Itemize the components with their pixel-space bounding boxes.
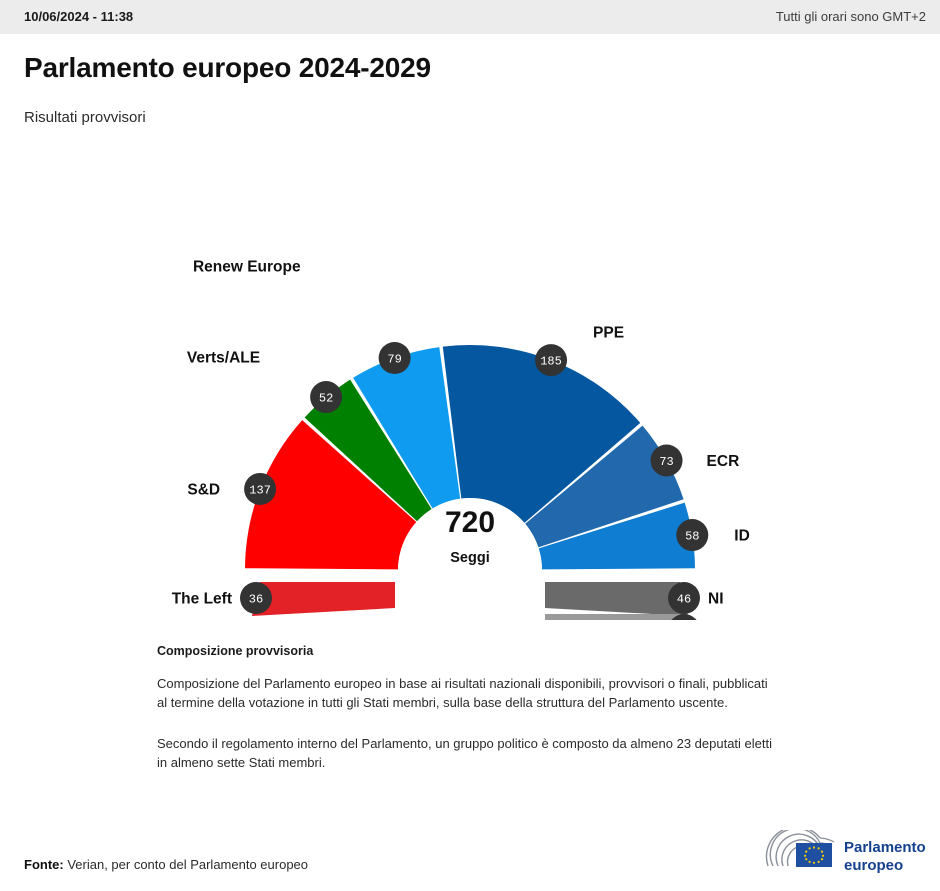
total-seats-number: 720 (445, 506, 495, 539)
segment-callout[interactable]: 54Altri (668, 614, 739, 620)
segment-name-label: Verts/ALE (187, 350, 260, 367)
chart-hub (398, 498, 542, 570)
page-subtitle: Risultati provvisori (24, 109, 146, 126)
chart-segment[interactable] (245, 420, 417, 570)
seat-count-badge (668, 582, 700, 614)
chart-segment[interactable] (353, 347, 461, 509)
chart-segment[interactable] (545, 614, 688, 620)
notes-heading: Composizione provvisoria (157, 644, 314, 658)
chart-segment[interactable] (252, 582, 395, 616)
segment-name-label: PPE (593, 325, 624, 342)
segment-name-label: S&D (187, 481, 220, 498)
seat-count-badge (240, 582, 272, 614)
source-label: Fonte: (24, 857, 64, 872)
notes-paragraph-1: Composizione del Parlamento europeo in b… (157, 676, 768, 710)
seat-count-value: 137 (249, 483, 271, 497)
hemicycle-chart: 36 The Left 137 S&D 52 Verts/ALE 79 Renew Europ… (0, 170, 940, 620)
notes-paragraph-2: Secondo il regolamento interno del Parla… (157, 736, 773, 770)
chart-segment[interactable] (304, 379, 432, 522)
segment-name-label: Renew Europe (193, 259, 301, 276)
chart-segment[interactable] (538, 502, 695, 570)
seat-count-value: 58 (685, 530, 699, 544)
logo-line-1: Parlamento (844, 839, 926, 856)
page-title: Parlamento europeo 2024-2029 (24, 52, 431, 83)
segment-name-label: ID (734, 528, 750, 545)
eu-stars-icon (804, 846, 825, 864)
seat-count-value: 46 (677, 593, 691, 607)
hemicycle-labels: 36 The Left 137 S&D 52 Verts/ALE 79 Renew Europ… (172, 259, 750, 620)
segment-callout[interactable]: 185 PPE (535, 325, 624, 377)
seat-count-badge (650, 444, 683, 477)
timezone-label: Tutti gli orari sono GMT+2 (775, 9, 926, 24)
seat-count-value: 185 (540, 355, 562, 369)
seat-count-value: 79 (387, 353, 401, 367)
seat-count-badge (676, 519, 709, 552)
segment-callout[interactable]: 79 Renew Europe (193, 259, 411, 375)
logo-line-2: europeo (844, 857, 903, 874)
segment-name-label: ECR (707, 453, 740, 470)
seat-count-badge (378, 342, 411, 375)
segment-callout[interactable]: 36 The Left (172, 582, 272, 614)
source-line: Fonte: Verian, per conto del Parlamento … (24, 857, 308, 872)
seat-count-badge (535, 344, 568, 377)
hemicycle-svg: 36 The Left 137 S&D 52 Verts/ALE 79 Renew Europ… (172, 259, 750, 620)
notes-block: Composizione provvisoria Composizione de… (157, 644, 817, 794)
seat-count-value: 36 (249, 593, 263, 607)
seat-count-badge (310, 381, 343, 414)
datetime-label: 10/06/2024 - 11:38 (24, 9, 134, 24)
european-parliament-logo: Parlamento europeo (765, 830, 926, 874)
segment-name-label: The Left (172, 591, 232, 608)
segment-callout[interactable]: 58 ID (676, 519, 750, 552)
segment-callout[interactable]: 46 NI (668, 582, 724, 614)
seat-count-badge (671, 614, 697, 620)
segment-callout[interactable]: 137 S&D (187, 472, 277, 505)
top-status-bar: 10/06/2024 - 11:38 Tutti gli orari sono … (0, 0, 940, 34)
segment-callout[interactable]: 73 ECR (650, 444, 740, 477)
source-text: Verian, per conto del Parlamento europeo (67, 857, 309, 872)
total-seats-label: Seggi (450, 550, 489, 566)
chart-segment[interactable] (525, 425, 684, 548)
seat-count-value: 73 (659, 455, 673, 469)
segment-callout[interactable]: 52 Verts/ALE (187, 350, 343, 414)
chart-segment[interactable] (545, 582, 688, 616)
segment-name-label: NI (708, 591, 724, 608)
seat-count-badge (244, 472, 277, 505)
chart-segment[interactable] (442, 345, 641, 523)
seat-count-value: 52 (319, 392, 333, 406)
hemicycle-segments (245, 345, 695, 620)
